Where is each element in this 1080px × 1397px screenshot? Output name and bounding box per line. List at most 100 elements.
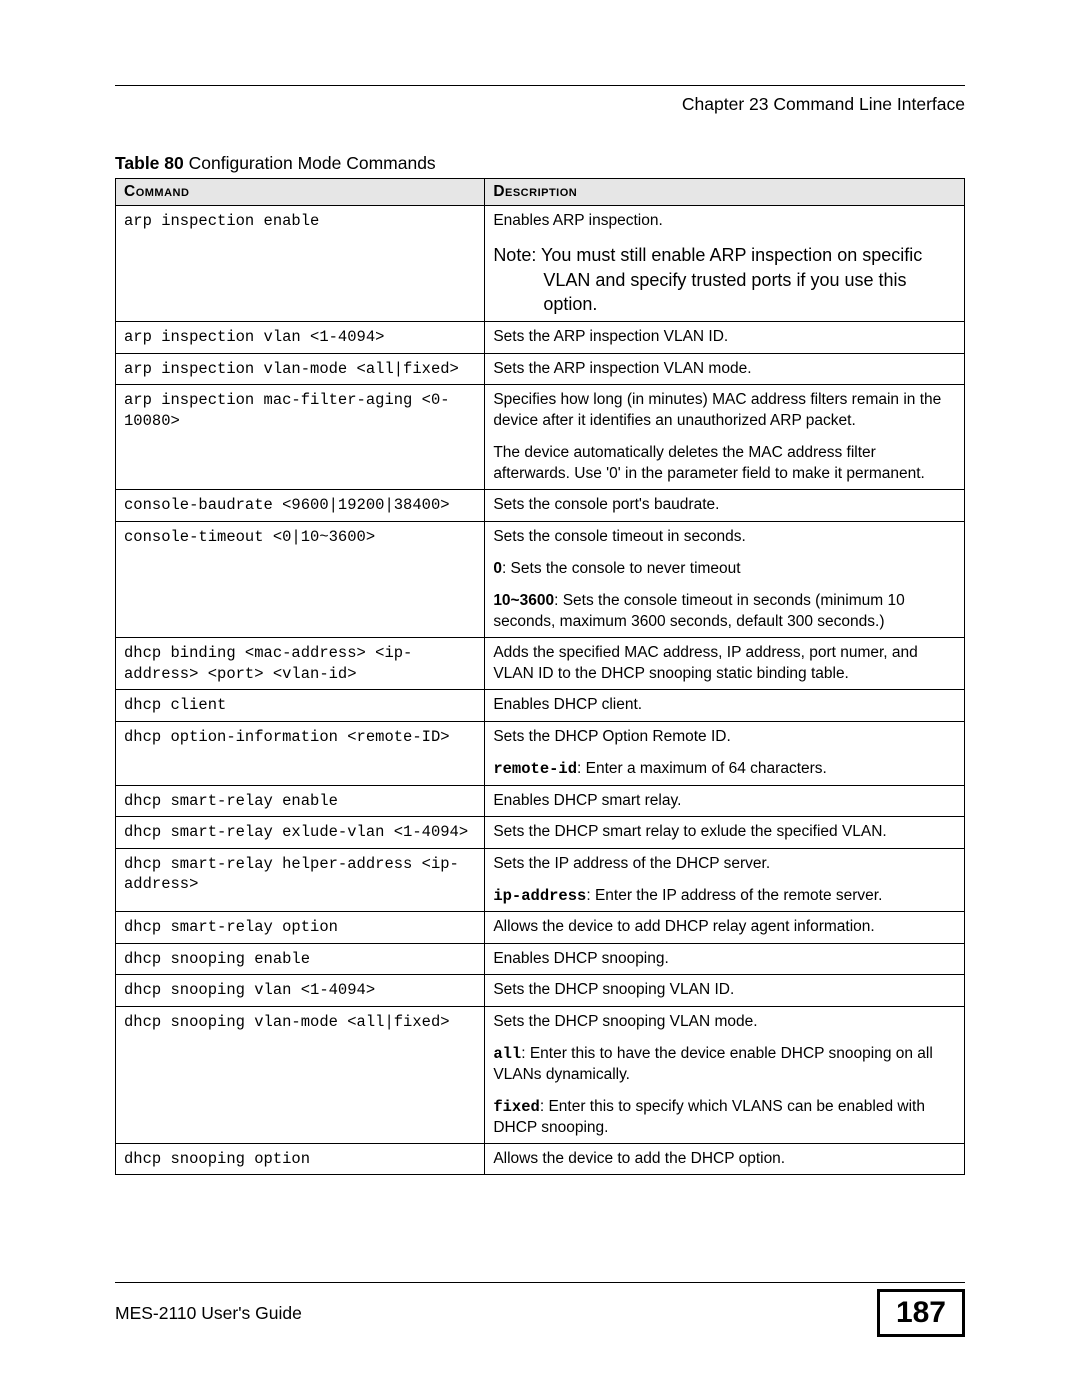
description-paragraph: Allows the device to add DHCP relay agen… xyxy=(493,917,956,937)
page-footer: MES-2110 User's Guide 187 xyxy=(115,1282,965,1337)
description-cell: Sets the DHCP snooping VLAN mode. all: En… xyxy=(485,1006,965,1143)
description-paragraph: Enables DHCP snooping. xyxy=(493,949,956,969)
description-cell: Sets the ARP inspection VLAN mode. xyxy=(485,353,965,384)
description-paragraph: Sets the ARP inspection VLAN mode. xyxy=(493,359,956,379)
description-paragraph: 0: Sets the console to never timeout xyxy=(493,559,956,579)
description-paragraph: Sets the console port's baudrate. xyxy=(493,495,956,515)
command-cell: dhcp smart-relay option xyxy=(116,912,485,943)
table-row: dhcp option-information <remote-ID> Sets … xyxy=(116,721,965,785)
table-row: dhcp snooping vlan <1-4094> Sets the DHCP… xyxy=(116,975,965,1006)
command-text: console-baudrate <9600|19200|38400> xyxy=(124,496,450,514)
command-cell: dhcp option-information <remote-ID> xyxy=(116,721,485,785)
description-paragraph: Note: You must still enable ARP inspecti… xyxy=(493,243,956,316)
description-paragraph: Sets the DHCP smart relay to exlude the … xyxy=(493,822,956,842)
table-caption: Table 80 Configuration Mode Commands xyxy=(115,153,965,174)
description-cell: Enables ARP inspection. Note: You must st… xyxy=(485,206,965,322)
table-row: arp inspection mac-filter-aging <0-10080… xyxy=(116,385,965,490)
footer-row: MES-2110 User's Guide 187 xyxy=(115,1289,965,1337)
table-row: dhcp smart-relay exlude-vlan <1-4094> Set… xyxy=(116,817,965,848)
description-cell: Sets the DHCP smart relay to exlude the … xyxy=(485,817,965,848)
description-cell: Sets the ARP inspection VLAN ID. xyxy=(485,322,965,353)
description-cell: Allows the device to add the DHCP option… xyxy=(485,1144,965,1175)
command-text: arp inspection vlan <1-4094> xyxy=(124,328,384,346)
command-text: dhcp smart-relay exlude-vlan <1-4094> xyxy=(124,823,468,841)
description-paragraph: all: Enter this to have the device enabl… xyxy=(493,1044,956,1085)
footer-rule xyxy=(115,1282,965,1283)
command-cell: dhcp snooping vlan <1-4094> xyxy=(116,975,485,1006)
table-row: console-timeout <0|10~3600> Sets the cons… xyxy=(116,521,965,638)
command-text: arp inspection enable xyxy=(124,212,319,230)
command-text: dhcp snooping vlan-mode <all|fixed> xyxy=(124,1013,450,1031)
description-paragraph: Sets the DHCP Option Remote ID. xyxy=(493,727,956,747)
table-header-row: Command Description xyxy=(116,179,965,206)
table-row: dhcp smart-relay enable Enables DHCP smar… xyxy=(116,785,965,816)
command-cell: dhcp binding <mac-address> <ip-address> … xyxy=(116,638,485,690)
table-number: Table 80 xyxy=(115,153,184,173)
table-row: arp inspection vlan-mode <all|fixed> Sets… xyxy=(116,353,965,384)
command-text: dhcp smart-relay option xyxy=(124,918,338,936)
command-cell: dhcp snooping option xyxy=(116,1144,485,1175)
table-row: dhcp client Enables DHCP client. xyxy=(116,690,965,721)
command-text: dhcp snooping vlan <1-4094> xyxy=(124,981,375,999)
footer-guide-title: MES-2110 User's Guide xyxy=(115,1303,302,1324)
description-cell: Sets the DHCP Option Remote ID. remote-id… xyxy=(485,721,965,785)
command-text: dhcp smart-relay enable xyxy=(124,792,338,810)
command-cell: arp inspection vlan-mode <all|fixed> xyxy=(116,353,485,384)
command-cell: console-timeout <0|10~3600> xyxy=(116,521,485,638)
description-paragraph: Allows the device to add the DHCP option… xyxy=(493,1149,956,1169)
description-cell: Sets the DHCP snooping VLAN ID. xyxy=(485,975,965,1006)
description-paragraph: Enables DHCP client. xyxy=(493,695,956,715)
description-cell: Specifies how long (in minutes) MAC addr… xyxy=(485,385,965,490)
description-paragraph: Enables ARP inspection. xyxy=(493,211,956,231)
command-text: dhcp snooping enable xyxy=(124,950,310,968)
description-cell: Sets the IP address of the DHCP server. i… xyxy=(485,848,965,912)
description-cell: Sets the console timeout in seconds. 0: S… xyxy=(485,521,965,638)
table-title: Configuration Mode Commands xyxy=(184,153,436,173)
description-cell: Enables DHCP client. xyxy=(485,690,965,721)
table-row: console-baudrate <9600|19200|38400> Sets … xyxy=(116,490,965,521)
table-row: dhcp smart-relay helper-address <ip-addr… xyxy=(116,848,965,912)
description-paragraph: Adds the specified MAC address, IP addre… xyxy=(493,643,956,684)
command-cell: arp inspection enable xyxy=(116,206,485,322)
top-rule xyxy=(115,85,965,86)
description-cell: Enables DHCP smart relay. xyxy=(485,785,965,816)
command-cell: dhcp snooping enable xyxy=(116,943,485,974)
command-text: arp inspection vlan-mode <all|fixed> xyxy=(124,360,459,378)
command-text: console-timeout <0|10~3600> xyxy=(124,528,375,546)
command-cell: dhcp smart-relay exlude-vlan <1-4094> xyxy=(116,817,485,848)
table-row: dhcp snooping option Allows the device to… xyxy=(116,1144,965,1175)
table-row: arp inspection enable Enables ARP inspect… xyxy=(116,206,965,322)
command-cell: arp inspection mac-filter-aging <0-10080… xyxy=(116,385,485,490)
command-text: arp inspection mac-filter-aging <0-10080… xyxy=(124,391,450,429)
page-number-box: 187 xyxy=(877,1289,965,1337)
command-cell: console-baudrate <9600|19200|38400> xyxy=(116,490,485,521)
command-text: dhcp binding <mac-address> <ip-address> … xyxy=(124,644,412,682)
header-description: Description xyxy=(485,179,965,206)
description-paragraph: Sets the DHCP snooping VLAN mode. xyxy=(493,1012,956,1032)
description-paragraph: Enables DHCP smart relay. xyxy=(493,791,956,811)
description-paragraph: fixed: Enter this to specify which VLANS… xyxy=(493,1097,956,1138)
description-paragraph: Sets the DHCP snooping VLAN ID. xyxy=(493,980,956,1000)
command-cell: dhcp snooping vlan-mode <all|fixed> xyxy=(116,1006,485,1143)
command-text: dhcp option-information <remote-ID> xyxy=(124,728,450,746)
table-row: dhcp binding <mac-address> <ip-address> … xyxy=(116,638,965,690)
description-paragraph: Sets the IP address of the DHCP server. xyxy=(493,854,956,874)
table-row: dhcp snooping enable Enables DHCP snoopin… xyxy=(116,943,965,974)
description-paragraph: ip-address: Enter the IP address of the … xyxy=(493,886,956,906)
command-text: dhcp smart-relay helper-address <ip-addr… xyxy=(124,855,459,893)
description-cell: Allows the device to add DHCP relay agen… xyxy=(485,912,965,943)
description-paragraph: remote-id: Enter a maximum of 64 charact… xyxy=(493,759,956,779)
table-body: arp inspection enable Enables ARP inspect… xyxy=(116,206,965,1175)
description-paragraph: Specifies how long (in minutes) MAC addr… xyxy=(493,390,956,431)
command-cell: arp inspection vlan <1-4094> xyxy=(116,322,485,353)
table-row: dhcp snooping vlan-mode <all|fixed> Sets … xyxy=(116,1006,965,1143)
description-paragraph: Sets the console timeout in seconds. xyxy=(493,527,956,547)
description-paragraph: The device automatically deletes the MAC… xyxy=(493,443,956,484)
description-cell: Enables DHCP snooping. xyxy=(485,943,965,974)
commands-table: Command Description arp inspection enabl… xyxy=(115,178,965,1175)
command-cell: dhcp client xyxy=(116,690,485,721)
description-paragraph: 10~3600: Sets the console timeout in sec… xyxy=(493,591,956,632)
command-text: dhcp client xyxy=(124,696,226,714)
table-row: dhcp smart-relay option Allows the device… xyxy=(116,912,965,943)
document-page: Chapter 23 Command Line Interface Table … xyxy=(0,0,1080,1397)
